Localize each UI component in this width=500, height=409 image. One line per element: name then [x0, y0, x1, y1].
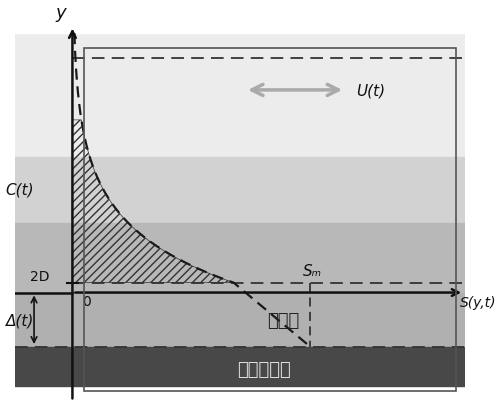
- Text: C(t): C(t): [6, 182, 34, 197]
- Text: 饱和含沙层: 饱和含沙层: [238, 360, 292, 378]
- Text: U(t): U(t): [356, 83, 386, 98]
- Text: y: y: [56, 4, 66, 22]
- Text: 扬沙层: 扬沙层: [268, 311, 300, 329]
- Text: 0: 0: [82, 294, 91, 308]
- Text: Δ(t): Δ(t): [6, 312, 34, 328]
- Bar: [84, 49, 456, 391]
- Text: Sₘ: Sₘ: [303, 263, 322, 278]
- Text: 2D: 2D: [30, 270, 50, 284]
- Text: S(y,t): S(y,t): [460, 296, 496, 310]
